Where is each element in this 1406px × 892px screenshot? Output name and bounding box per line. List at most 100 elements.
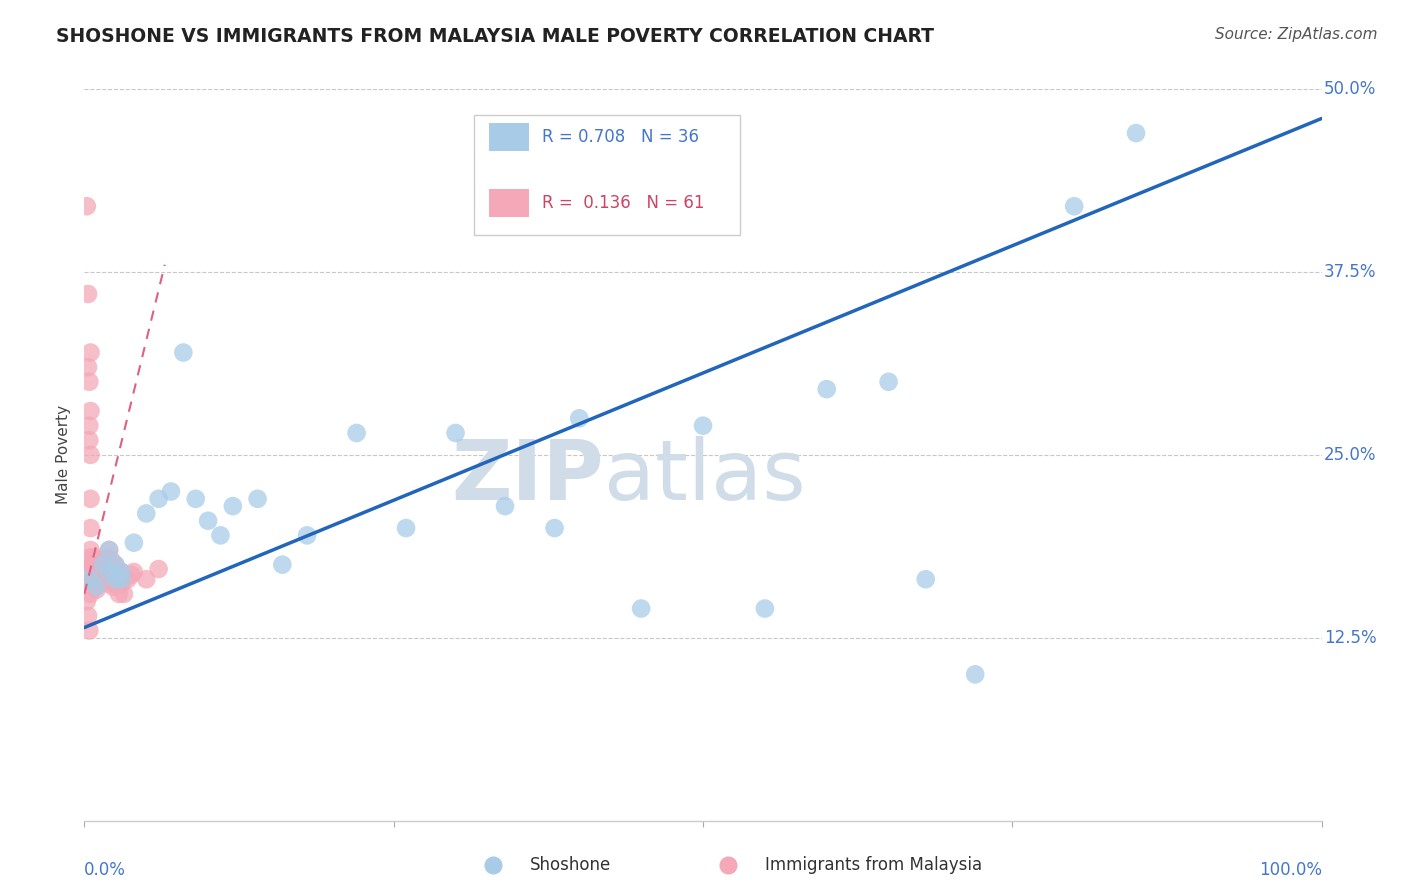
Point [222,499,245,513]
Point [91,553,114,567]
Point [692,418,714,433]
Text: 37.5%: 37.5% [1324,263,1376,281]
Point [79,491,101,506]
Text: 50.0%: 50.0% [1324,80,1376,98]
Point [104,572,127,586]
Point [93,562,115,576]
Point [965,667,987,681]
Point [104,576,127,591]
Point [89,562,111,576]
Point [98,576,121,591]
Text: ZIP: ZIP [451,436,605,517]
Point [295,528,318,542]
Point [79,345,101,359]
Point [117,572,139,586]
Point [79,624,101,638]
Point [110,576,132,591]
Point [79,572,101,586]
Bar [489,123,529,152]
Point [86,567,108,582]
Point [98,565,121,579]
Point [84,567,107,582]
Point [148,491,170,506]
Point [86,582,108,597]
Point [97,567,120,582]
Point [84,558,107,572]
Point [112,587,135,601]
Point [79,567,101,582]
Text: 25.0%: 25.0% [1324,446,1376,464]
Point [79,418,101,433]
Point [77,608,100,623]
Point [79,576,101,591]
Point [101,580,124,594]
Text: R =  0.136   N = 61: R = 0.136 N = 61 [543,194,704,211]
Point [79,375,101,389]
Point [82,572,104,586]
Point [494,499,516,513]
Point [77,287,100,301]
Point [568,411,591,425]
Point [83,562,105,576]
Point [754,601,776,615]
Point [83,576,105,591]
Point [77,360,100,375]
Point [79,521,101,535]
Text: 12.5%: 12.5% [1324,629,1376,647]
Point [100,572,122,586]
Point [98,543,121,558]
Point [104,558,127,572]
Point [79,587,101,601]
Point [815,382,838,396]
Point [91,558,114,572]
Point [96,550,118,565]
Point [76,199,98,213]
Text: SHOSHONE VS IMMIGRANTS FROM MALAYSIA MALE POVERTY CORRELATION CHART: SHOSHONE VS IMMIGRANTS FROM MALAYSIA MAL… [56,27,934,45]
Point [135,572,157,586]
Point [209,528,232,542]
Point [271,558,294,572]
Point [108,587,131,601]
Point [914,572,936,586]
Point [94,572,117,586]
Point [346,425,368,440]
Point [82,558,104,572]
Point [135,507,157,521]
Point [107,572,129,586]
Point [86,580,108,594]
Point [79,558,101,572]
Bar [474,115,740,235]
Bar [489,189,529,218]
Point [395,521,418,535]
Point [91,567,114,582]
Point [543,521,565,535]
Point [197,514,219,528]
Point [172,345,194,359]
Point [120,567,142,582]
Point [80,558,103,572]
Point [80,572,103,586]
Point [79,404,101,418]
Point [122,565,145,579]
Point [79,543,101,558]
Point [110,565,132,579]
Point [184,491,207,506]
Point [105,565,128,579]
Text: 0.0%: 0.0% [84,861,127,879]
Point [160,484,183,499]
Point [86,558,108,572]
Point [89,576,111,591]
Point [76,594,98,608]
Point [104,558,127,572]
Point [877,375,900,389]
Text: Immigrants from Malaysia: Immigrants from Malaysia [765,855,981,873]
Point [89,572,111,586]
Point [84,580,107,594]
Point [79,550,101,565]
Point [79,448,101,462]
Text: R = 0.708   N = 36: R = 0.708 N = 36 [543,128,699,145]
Point [110,565,132,579]
Point [1125,126,1147,140]
Point [148,562,170,576]
Point [630,601,652,615]
